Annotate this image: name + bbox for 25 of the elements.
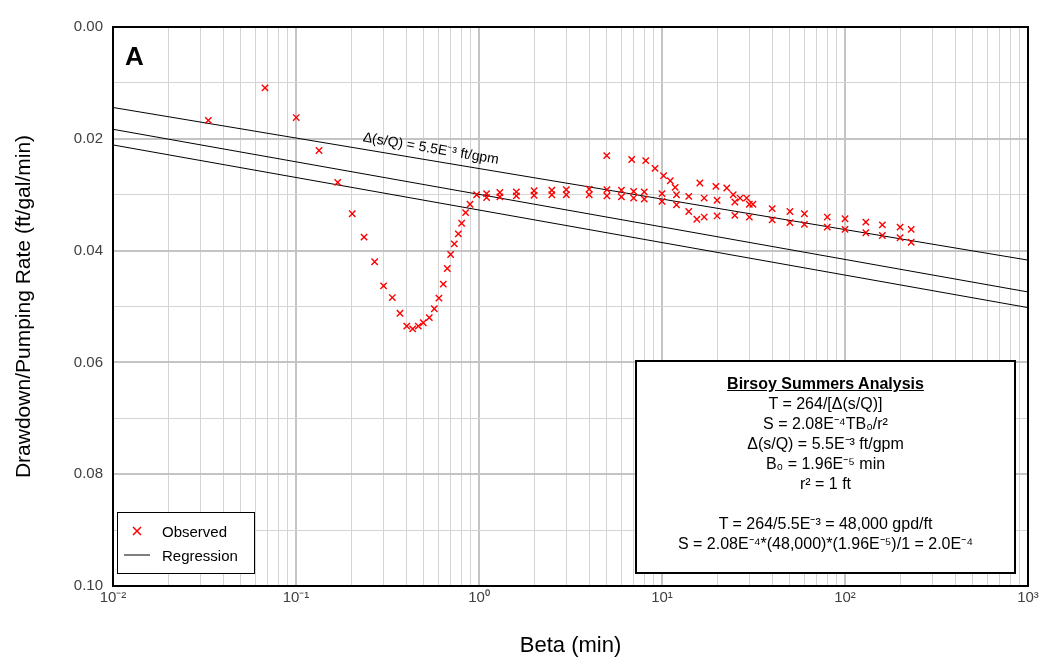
annotation: T = 264/5.5E⁻³ = 48,000 gpd/ft [717,514,934,534]
x-tick-label: 10³ [1017,588,1039,606]
y-tick-label: 0.00 [73,17,103,35]
x-axis-title: Beta (min) [519,631,622,657]
annotation: A [125,41,144,72]
y-tick-label: 0.06 [73,352,103,370]
annotation: S = 2.08E⁻⁴*(48,000)*(1.96E⁻⁵)/1 = 2.0E⁻⁴ [676,534,975,554]
y-tick-label: 0.08 [73,464,103,482]
x-tick-label: 10² [834,588,856,606]
x-tick-label: 10¹ [651,588,673,606]
x-tick-label: 10⁰ [468,588,490,606]
legend-label: Observed [162,522,228,540]
y-tick-label: 0.02 [73,128,103,146]
y-tick-label: 0.10 [73,576,103,594]
annotation: B₀ = 1.96E⁻⁵ min [764,454,887,474]
annotation: r² = 1 ft [798,474,853,494]
annotation: S = 2.08E⁻⁴TB₀/r² [762,414,889,434]
annotation: Birsoy Summers Analysis [726,374,925,394]
y-axis-title: Drawdown/Pumping Rate (ft/gal/min) [11,134,35,479]
annotation: T = 264/[Δ(s/Q)] [767,394,884,414]
y-tick-label: 0.04 [73,240,103,258]
annotation: Δ(s/Q) = 5.5E⁻³ ft/gpm [361,128,501,167]
annotation: Δ(s/Q) = 5.5E⁻³ ft/gpm [746,434,905,454]
x-tick-label: 10⁻¹ [282,588,310,606]
legend-label: Regression [162,546,238,564]
